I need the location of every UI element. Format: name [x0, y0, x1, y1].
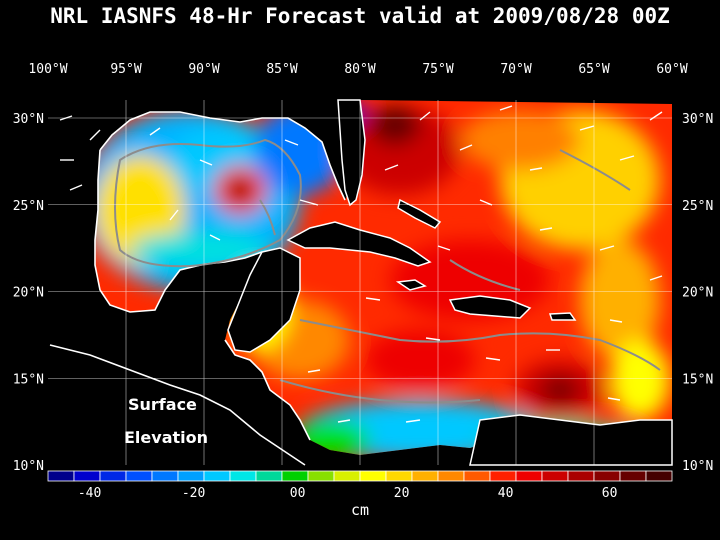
colorbar-swatch [151, 470, 179, 482]
colorbar-tick-label: 40 [498, 486, 514, 501]
colorbar-swatch [333, 470, 361, 482]
puerto-rico-island [548, 312, 577, 321]
colorbar-swatch [541, 470, 569, 482]
colorbar-swatch [411, 470, 439, 482]
latitude-label: 15°N [682, 372, 713, 387]
colorbar-swatch [359, 470, 387, 482]
colorbar [47, 470, 673, 482]
colorbar-swatch [99, 470, 127, 482]
colorbar-swatch [645, 470, 673, 482]
latitude-label: 20°N [682, 286, 713, 301]
longitude-label: 80°W [344, 62, 375, 77]
colorbar-swatch [203, 470, 231, 482]
latitude-label: 15°N [13, 372, 44, 387]
latitude-label: 10°N [13, 459, 44, 474]
latitude-label: 30°N [682, 112, 713, 127]
longitude-label: 60°W [656, 62, 687, 77]
colorbar-swatch [489, 470, 517, 482]
colorbar-swatch [437, 470, 465, 482]
longitude-label: 90°W [188, 62, 219, 77]
colorbar-swatch [463, 470, 491, 482]
colorbar-swatch [593, 470, 621, 482]
colorbar-tick-label: -40 [78, 486, 101, 501]
colorbar-swatch [47, 470, 75, 482]
latitude-labels-left: 30°N 25°N 20°N 15°N 10°N [13, 112, 44, 474]
longitude-label: 100°W [28, 62, 67, 77]
map-label-surface: Surface [128, 395, 197, 414]
latitude-label: 10°N [682, 459, 713, 474]
graticule [48, 100, 672, 465]
south-america-coast [469, 414, 673, 466]
latitude-label: 20°N [13, 286, 44, 301]
florida-peninsula [337, 99, 366, 207]
hispaniola-island [448, 295, 532, 319]
colorbar-swatch [125, 470, 153, 482]
map-label-elevation: Elevation [124, 428, 208, 447]
longitude-label: 65°W [578, 62, 609, 77]
longitude-label: 85°W [266, 62, 297, 77]
latitude-labels-right: 30°N 25°N 20°N 15°N 10°N [682, 112, 713, 474]
colorbar-swatch [281, 470, 309, 482]
colorbar-swatch [567, 470, 595, 482]
isobath-contours [114, 138, 661, 404]
longitude-labels: 100°W 95°W 90°W 85°W 80°W 75°W 70°W 65°W 60°W [28, 62, 687, 77]
colorbar-swatch [307, 470, 335, 482]
colorbar-swatch [73, 470, 101, 482]
latitude-label: 25°N [13, 199, 44, 214]
cuba-island [286, 221, 432, 267]
colorbar-tick-label: 00 [290, 486, 306, 501]
colorbar-swatch [229, 470, 257, 482]
current-vectors [59, 105, 663, 423]
colorbar-swatch [619, 470, 647, 482]
colorbar-swatch [177, 470, 205, 482]
colorbar-tick-label: 20 [394, 486, 410, 501]
map-title: NRL IASNFS 48-Hr Forecast valid at 2009/… [50, 4, 670, 28]
longitude-label: 75°W [422, 62, 453, 77]
latitude-label: 25°N [682, 199, 713, 214]
longitude-label: 70°W [500, 62, 531, 77]
colorbar-unit-label: cm [351, 501, 369, 519]
colorbar-swatch [385, 470, 413, 482]
latitude-label: 30°N [13, 112, 44, 127]
colorbar-tick-labels: -40 -20 00 20 40 60 [78, 486, 618, 501]
colorbar-tick-label: 60 [602, 486, 618, 501]
bahamas-islands [397, 198, 442, 229]
colorbar-swatch [255, 470, 283, 482]
jamaica-island [395, 279, 427, 291]
longitude-label: 95°W [110, 62, 141, 77]
colorbar-swatch [515, 470, 543, 482]
colorbar-tick-label: -20 [182, 486, 205, 501]
